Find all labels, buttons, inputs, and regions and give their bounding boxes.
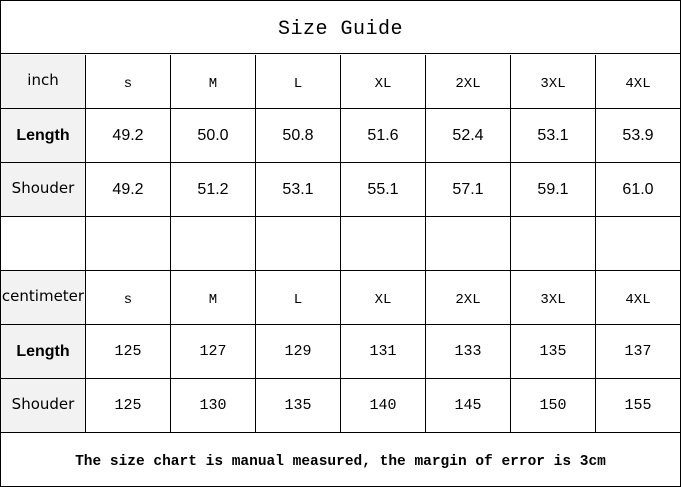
size-header: XL (341, 55, 426, 109)
row-label: Length (1, 109, 86, 163)
value-cell: 49.2 (86, 163, 171, 217)
value-cell: 53.9 (596, 109, 680, 163)
value-cell: 135 (256, 379, 341, 433)
value-cell: 53.1 (511, 109, 596, 163)
value-cell: 145 (426, 379, 511, 433)
value-cell: 137 (596, 325, 680, 379)
blank-cell (596, 217, 680, 271)
blank-cell (511, 217, 596, 271)
unit-label-inch: inch (1, 55, 86, 109)
value-cell: 140 (341, 379, 426, 433)
size-header: 3XL (511, 55, 596, 109)
value-cell: 53.1 (256, 163, 341, 217)
value-cell: 51.2 (171, 163, 256, 217)
blank-cell (86, 217, 171, 271)
value-cell: 55.1 (341, 163, 426, 217)
row-label: Shouder (1, 163, 86, 217)
size-header: s (86, 55, 171, 109)
value-cell: 129 (256, 325, 341, 379)
value-cell: 130 (171, 379, 256, 433)
size-header: M (171, 271, 256, 325)
size-header: 4XL (596, 271, 680, 325)
size-grid: inch s M L XL 2XL 3XL 4XL Length 49.2 50.0 50.8 51.6… (1, 55, 681, 433)
value-cell: 59.1 (511, 163, 596, 217)
size-header: 2XL (426, 55, 511, 109)
value-cell: 51.6 (341, 109, 426, 163)
value-cell: 52.4 (426, 109, 511, 163)
row-label: Shouder (1, 379, 86, 433)
blank-label-cell (1, 217, 86, 271)
unit-label-centimeter: centimeter (1, 271, 86, 325)
row-label: Length (1, 325, 86, 379)
measurement-note: The size chart is manual measured, the m… (75, 453, 606, 470)
size-header: L (256, 55, 341, 109)
size-header: 4XL (596, 55, 680, 109)
value-cell: 49.2 (86, 109, 171, 163)
value-cell: 50.8 (256, 109, 341, 163)
table-title: Size Guide (1, 1, 680, 54)
value-cell: 150 (511, 379, 596, 433)
blank-cell (341, 217, 426, 271)
value-cell: 155 (596, 379, 680, 433)
blank-cell (171, 217, 256, 271)
size-header: 2XL (426, 271, 511, 325)
size-header: 3XL (511, 271, 596, 325)
value-cell: 125 (86, 379, 171, 433)
value-cell: 57.1 (426, 163, 511, 217)
blank-cell (426, 217, 511, 271)
value-cell: 61.0 (596, 163, 680, 217)
value-cell: 131 (341, 325, 426, 379)
size-header: XL (341, 271, 426, 325)
size-header: M (171, 55, 256, 109)
value-cell: 125 (86, 325, 171, 379)
value-cell: 133 (426, 325, 511, 379)
value-cell: 127 (171, 325, 256, 379)
size-header: s (86, 271, 171, 325)
blank-cell (256, 217, 341, 271)
size-header: L (256, 271, 341, 325)
value-cell: 50.0 (171, 109, 256, 163)
value-cell: 135 (511, 325, 596, 379)
